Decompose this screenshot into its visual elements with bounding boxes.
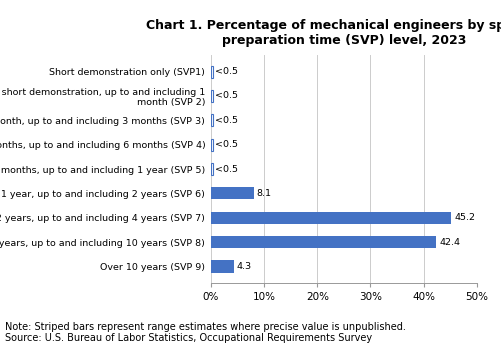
Text: 42.4: 42.4 xyxy=(438,238,459,247)
Bar xyxy=(210,212,450,224)
Text: Note: Striped bars represent range estimates where precise value is unpublished.: Note: Striped bars represent range estim… xyxy=(5,322,405,343)
Bar xyxy=(210,90,212,102)
Text: <0.5: <0.5 xyxy=(215,165,238,174)
Text: 45.2: 45.2 xyxy=(453,213,474,222)
Bar xyxy=(210,66,212,78)
Text: <0.5: <0.5 xyxy=(215,67,238,76)
Bar xyxy=(210,187,254,199)
Text: <0.5: <0.5 xyxy=(215,116,238,125)
Bar xyxy=(210,260,233,273)
Text: <0.5: <0.5 xyxy=(215,140,238,149)
Bar xyxy=(210,163,212,175)
Title: Chart 1. Percentage of mechanical engineers by specific
preparation time (SVP) l: Chart 1. Percentage of mechanical engine… xyxy=(145,19,501,47)
Bar xyxy=(210,114,212,126)
Text: 4.3: 4.3 xyxy=(236,262,251,271)
Text: 8.1: 8.1 xyxy=(256,189,271,198)
Bar xyxy=(210,236,435,248)
Bar xyxy=(210,139,212,151)
Text: <0.5: <0.5 xyxy=(215,91,238,100)
